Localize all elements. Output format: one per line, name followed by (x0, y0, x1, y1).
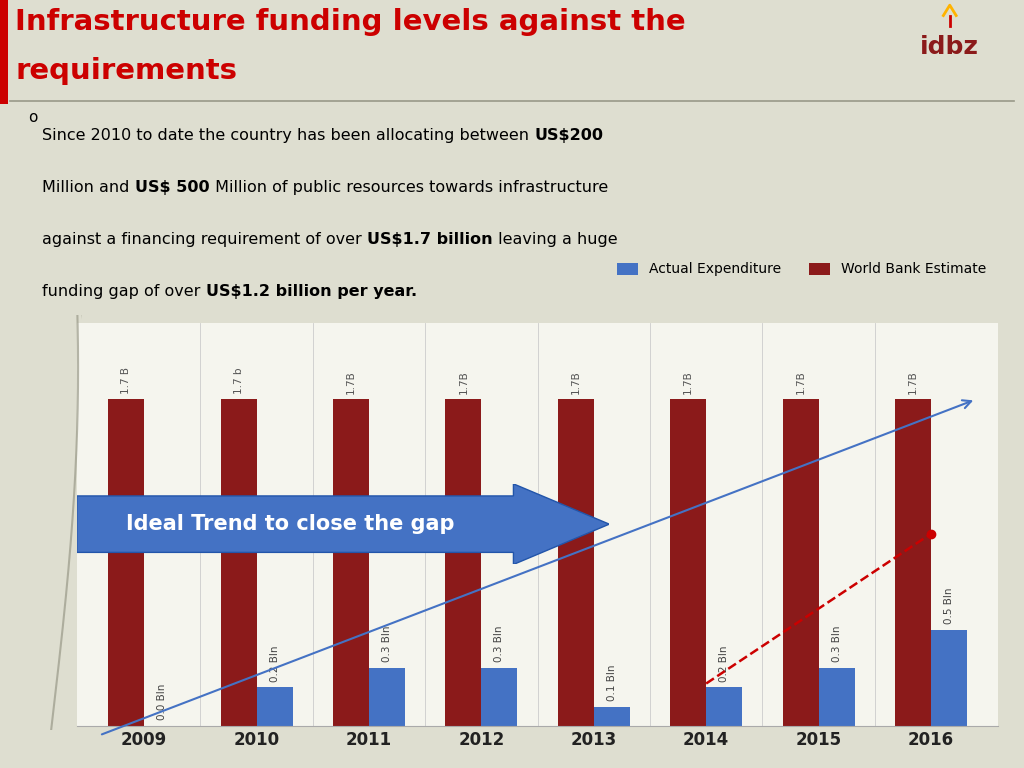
Text: US$1.2 billion per year.: US$1.2 billion per year. (206, 284, 417, 299)
Text: 0.3 Bln: 0.3 Bln (831, 626, 842, 662)
Bar (931, 630, 967, 726)
Bar (707, 687, 742, 726)
Text: 1.7 B: 1.7 B (121, 366, 131, 394)
Text: US$1.7 billion: US$1.7 billion (368, 232, 493, 247)
Text: Since 2010 to date the country has been allocating between: Since 2010 to date the country has been … (42, 128, 535, 143)
Text: 1.7B: 1.7B (908, 370, 918, 394)
Text: 1.7B: 1.7B (796, 370, 806, 394)
Text: Ideal Trend to close the gap: Ideal Trend to close the gap (126, 514, 454, 535)
Legend: Actual Expenditure, World Bank Estimate: Actual Expenditure, World Bank Estimate (611, 257, 991, 282)
Text: 1.7B: 1.7B (570, 370, 581, 394)
Text: 1.7B: 1.7B (346, 370, 356, 394)
Bar (782, 399, 818, 726)
Text: funding gap of over: funding gap of over (42, 284, 206, 299)
Bar (333, 399, 369, 726)
Bar (481, 668, 517, 726)
Text: 1.7 b: 1.7 b (233, 367, 244, 394)
Bar (109, 399, 144, 726)
Text: against a financing requirement of over: against a financing requirement of over (42, 232, 368, 247)
Polygon shape (77, 484, 609, 564)
Bar (818, 668, 855, 726)
Text: requirements: requirements (15, 57, 238, 85)
Bar (220, 399, 257, 726)
Bar (895, 399, 931, 726)
Bar (257, 687, 293, 726)
Bar (594, 707, 630, 726)
FancyBboxPatch shape (0, 0, 8, 104)
Text: 1.7B: 1.7B (459, 370, 468, 394)
Text: 0.2 Bln: 0.2 Bln (719, 645, 729, 682)
Bar (558, 399, 594, 726)
Bar (671, 399, 707, 726)
Bar (445, 399, 481, 726)
Text: Million and: Million and (42, 180, 135, 195)
Bar (369, 668, 404, 726)
Text: 1.7B: 1.7B (683, 370, 693, 394)
Text: leaving a huge: leaving a huge (493, 232, 617, 247)
Text: Million of public resources towards infrastructure: Million of public resources towards infr… (210, 180, 608, 195)
Text: 0.1 Bln: 0.1 Bln (607, 664, 616, 700)
Text: US$ 500: US$ 500 (135, 180, 210, 195)
Text: 0.0 Bln: 0.0 Bln (158, 684, 167, 720)
Text: 0.3 Bln: 0.3 Bln (495, 626, 505, 662)
Text: 0.2 Bln: 0.2 Bln (269, 645, 280, 682)
Text: Infrastructure funding levels against the: Infrastructure funding levels against th… (15, 8, 686, 36)
Text: o: o (29, 110, 38, 124)
Text: US$200: US$200 (535, 128, 603, 143)
Text: 0.3 Bln: 0.3 Bln (382, 626, 392, 662)
Text: 0.5 Bln: 0.5 Bln (944, 588, 954, 624)
Text: idbz: idbz (921, 35, 979, 58)
